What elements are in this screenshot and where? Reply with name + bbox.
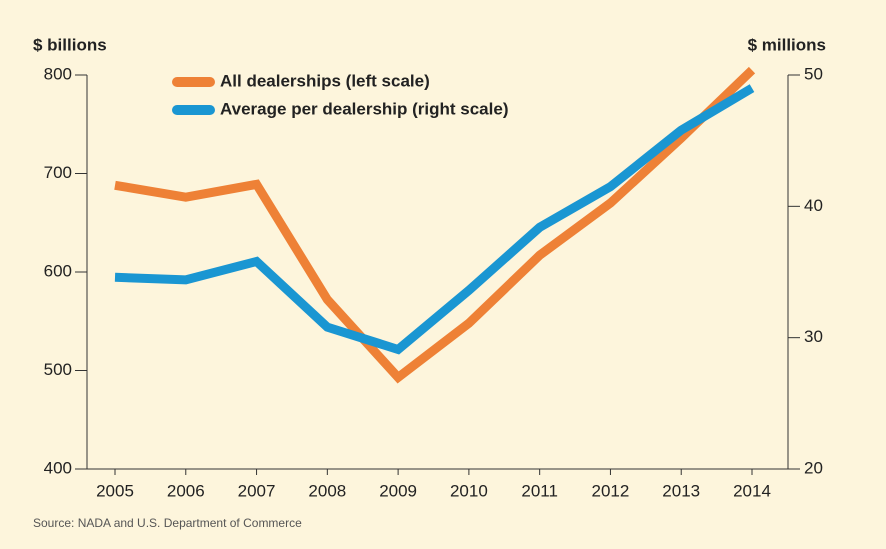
x-tick-label: 2007 [238,481,276,500]
y2-tick-label: 40 [804,196,823,215]
y-tick-label: 400 [44,458,72,477]
legend-label: Average per dealership (right scale) [220,99,508,118]
y-tick-label: 800 [44,64,72,83]
x-tick-label: 2012 [592,481,630,500]
x-tick-label: 2011 [521,481,558,500]
x-tick-label: 2009 [379,481,417,500]
y-tick-label: 700 [44,163,72,182]
x-tick-label: 2014 [733,481,771,500]
x-tick-label: 2013 [662,481,700,500]
x-tick-label: 2005 [96,481,134,500]
x-tick-label: 2008 [308,481,346,500]
y-axis-label: $ billions [33,35,107,54]
y2-axis-label: $ millions [748,35,826,54]
y2-tick-label: 50 [804,64,823,83]
x-tick-label: 2010 [450,481,488,500]
series-line [114,84,755,355]
y-tick-label: 600 [44,261,72,280]
legend-label: All dealerships (left scale) [220,71,430,90]
x-tick-label: 2006 [167,481,205,500]
series-line [114,66,756,384]
source: Source: NADA and U.S. Department of Comm… [33,516,302,530]
y-tick-label: 500 [44,360,72,379]
y2-tick-label: 20 [804,458,823,477]
y2-tick-label: 30 [804,327,823,346]
